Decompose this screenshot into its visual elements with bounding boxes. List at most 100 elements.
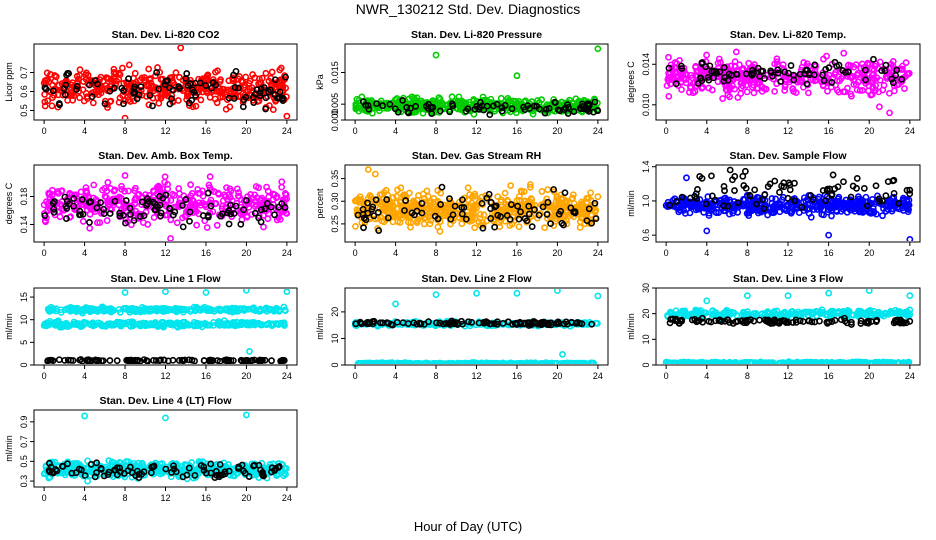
data-point [76, 94, 84, 102]
data-point-black [588, 219, 595, 227]
data-point [584, 218, 592, 226]
data-point [719, 95, 726, 102]
data-point-black [85, 198, 93, 206]
data-point [222, 105, 230, 113]
data-point [540, 360, 548, 364]
data-point [145, 65, 153, 73]
data-point [739, 360, 746, 364]
data-point [118, 186, 126, 193]
panel-title: Stan. Dev. Sample Flow [729, 150, 847, 162]
data-point-outlier [432, 291, 440, 299]
data-point-black [536, 105, 543, 113]
data-point-black [686, 194, 694, 202]
data-point-black [451, 319, 459, 326]
data-point [165, 320, 173, 328]
data-point [145, 101, 153, 109]
data-point-black [889, 79, 897, 86]
x-tick-label: 20 [241, 126, 251, 136]
data-point [197, 96, 205, 104]
data-point [730, 359, 738, 364]
data-point [668, 66, 676, 73]
x-tick-label: 16 [201, 126, 211, 136]
data-point-black [393, 318, 401, 326]
data-point [901, 85, 908, 92]
data-point-black [389, 321, 396, 329]
data-point [436, 101, 444, 109]
data-point [100, 304, 107, 312]
data-point-black [721, 187, 728, 195]
data-point [389, 194, 397, 201]
data-point-black [506, 215, 514, 223]
data-points [352, 45, 602, 119]
data-points [351, 166, 602, 235]
data-point-black [486, 320, 494, 328]
panel-title: Stan. Dev. Gas Stream RH [412, 150, 541, 162]
x-tick-label: 24 [282, 126, 292, 136]
data-point [761, 359, 769, 364]
data-point [538, 96, 545, 104]
data-point [82, 304, 90, 311]
data-point [464, 184, 472, 192]
data-point [730, 198, 738, 205]
data-point [241, 81, 249, 89]
data-point-black [85, 81, 93, 89]
x-tick-label: 16 [512, 126, 522, 136]
data-point [47, 306, 55, 313]
data-point [470, 97, 478, 105]
data-point [789, 85, 797, 92]
data-point [179, 214, 186, 222]
data-point-outlier [167, 235, 174, 241]
data-point-black [416, 319, 423, 327]
data-point-black [161, 81, 169, 88]
y-axis-label: ml/min [315, 313, 325, 340]
x-tick-label: 16 [824, 126, 834, 136]
data-point [507, 204, 515, 212]
data-point-black [94, 80, 101, 88]
data-point [258, 74, 266, 82]
data-point [581, 360, 589, 364]
data-point-black [791, 197, 799, 205]
x-tick-label: 16 [512, 248, 522, 258]
data-point-black [728, 71, 735, 79]
data-point [823, 52, 830, 60]
data-point-black [113, 357, 121, 364]
data-point [108, 307, 116, 314]
data-point-black [79, 210, 87, 218]
data-point [527, 359, 535, 364]
data-point [213, 221, 221, 229]
data-point [685, 88, 693, 96]
data-point [270, 307, 278, 315]
data-point [119, 64, 126, 72]
data-point-black [232, 67, 240, 75]
data-point [427, 216, 435, 224]
data-point [386, 207, 393, 215]
x-tick-label: 4 [82, 371, 87, 381]
data-point-black [497, 213, 504, 221]
x-tick-label: 0 [664, 371, 669, 381]
data-point [435, 94, 443, 102]
data-point [112, 70, 120, 77]
data-point-black [893, 66, 901, 74]
data-point [255, 184, 262, 192]
data-point [840, 49, 848, 57]
data-point-black [69, 357, 77, 364]
panel-title: Stan. Dev. Li-820 Temp. [730, 29, 846, 41]
data-point [777, 359, 785, 364]
data-point [222, 306, 230, 314]
data-point-black [227, 201, 234, 209]
data-point-black [91, 356, 99, 364]
data-point [398, 360, 406, 364]
data-point [102, 194, 110, 201]
data-point [855, 195, 863, 203]
data-point-black [798, 204, 806, 211]
data-point-black [564, 110, 572, 117]
data-point [48, 102, 56, 110]
data-point-black [840, 178, 847, 186]
data-point [794, 76, 801, 84]
data-point-black [130, 217, 138, 224]
data-point-outlier [177, 45, 185, 52]
data-point [110, 187, 118, 195]
data-point [262, 69, 270, 77]
data-point-black [588, 320, 596, 328]
data-point [167, 197, 175, 204]
